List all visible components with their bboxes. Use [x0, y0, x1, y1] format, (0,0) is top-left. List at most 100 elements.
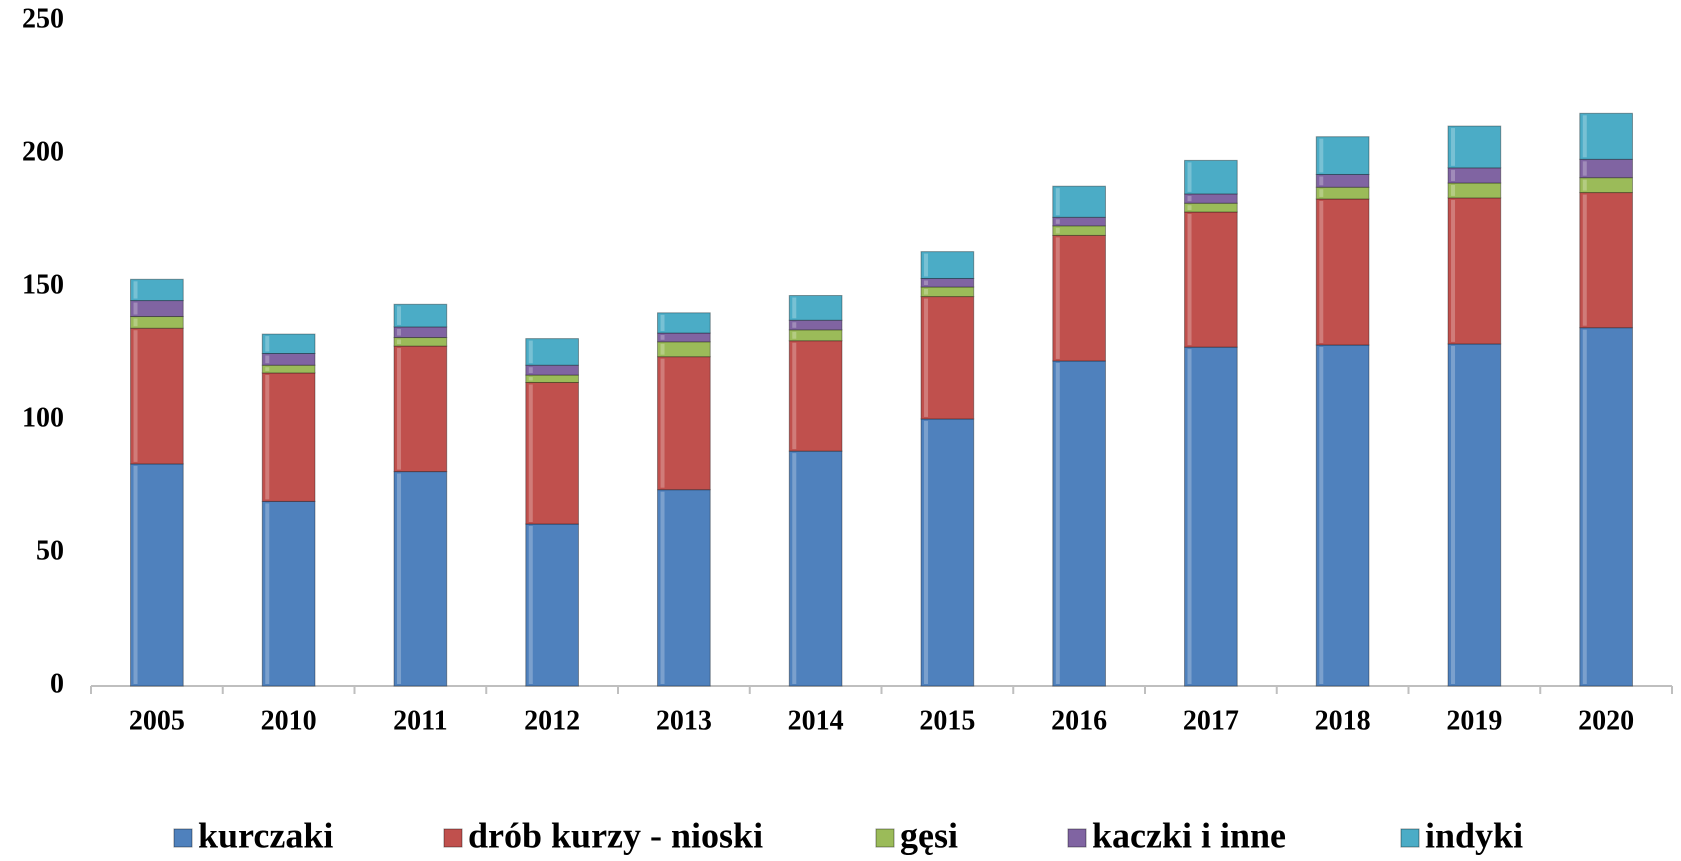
legend-label: indyki [1425, 815, 1523, 855]
bar-highlight [133, 302, 138, 315]
bar-segment [261, 500, 316, 687]
bar-segment [393, 471, 448, 687]
bar-highlight [660, 491, 665, 684]
bar-segment [261, 333, 316, 354]
bar-segment [1315, 344, 1370, 687]
bar-highlight [1055, 219, 1060, 224]
bar-highlight [1451, 169, 1456, 181]
y-tick-label: 100 [22, 402, 64, 433]
bar-segment [657, 489, 711, 687]
bar-segment [1579, 158, 1633, 179]
bar-highlight [528, 526, 533, 684]
bar-segment [1184, 193, 1238, 204]
bar-highlight [528, 377, 533, 381]
bar-highlight [528, 340, 533, 364]
bar-segment [920, 418, 975, 687]
bar-segment [393, 345, 448, 473]
bar-highlight [397, 473, 402, 684]
bar-segment [1447, 343, 1502, 687]
bar-highlight [792, 297, 797, 319]
bar-highlight [1319, 176, 1324, 186]
bar-highlight [924, 298, 929, 417]
bar-highlight [1319, 346, 1324, 684]
bar-segment [130, 278, 184, 302]
bar-segment [1052, 225, 1106, 236]
bar-segment [1447, 197, 1502, 345]
bar-highlight [1055, 227, 1060, 234]
bar-highlight [1582, 161, 1587, 176]
legend-label: kaczki i inne [1092, 815, 1286, 855]
bar-segment [393, 326, 448, 339]
bar-segment [920, 296, 975, 420]
x-tick-label: 2017 [1183, 705, 1239, 736]
x-tick-label: 2014 [788, 705, 844, 736]
bar-highlight [792, 322, 797, 328]
bar-segment [1315, 198, 1370, 346]
bar-highlight [1451, 345, 1456, 684]
x-tick-label: 2011 [393, 705, 447, 736]
bar-segment [1184, 346, 1238, 687]
bar-segment [525, 364, 579, 376]
x-tick-label: 2010 [261, 705, 317, 736]
bar-segment [657, 356, 711, 491]
bar-segment [1052, 216, 1106, 227]
bar-highlight [265, 336, 270, 352]
bar-segment [788, 329, 843, 342]
bar-segment [261, 364, 316, 374]
bar-segment [920, 286, 975, 298]
bar-segment [1447, 125, 1502, 169]
bar-segment [130, 327, 184, 465]
bar-highlight [1582, 179, 1587, 191]
bar-highlight [133, 318, 138, 327]
bar-segment [130, 463, 184, 687]
bar-segment [920, 251, 975, 279]
bar-highlight [1055, 237, 1060, 359]
bar-segment [1184, 159, 1238, 195]
x-tick-label: 2013 [656, 705, 712, 736]
bar-segment [920, 277, 975, 288]
bar-highlight [133, 281, 138, 299]
bar-highlight [1451, 184, 1456, 196]
bar-highlight [1451, 128, 1456, 166]
bar-segment [1579, 112, 1633, 160]
bar-segment [657, 332, 711, 343]
bar-highlight [1187, 213, 1192, 346]
bar-highlight [1187, 162, 1192, 192]
bar-highlight [265, 503, 270, 684]
bar-highlight [265, 355, 270, 364]
bar-segment [1579, 192, 1633, 329]
bar-segment [1579, 327, 1633, 687]
bar-segment [788, 319, 843, 331]
bar-highlight [1582, 115, 1587, 158]
bar-segment [525, 381, 579, 525]
x-tick-label: 2016 [1051, 705, 1107, 736]
bar-highlight [1187, 195, 1192, 202]
bar-highlight [1582, 194, 1587, 326]
y-tick-label: 200 [22, 136, 64, 167]
bar-highlight [924, 289, 929, 295]
bar-highlight [1582, 329, 1587, 684]
legend-label: kurczaki [198, 815, 333, 855]
bar-highlight [1319, 200, 1324, 343]
legend-swatch [875, 828, 895, 848]
bar-segment [1052, 360, 1106, 687]
bar-highlight [1451, 199, 1456, 342]
bar-segment [788, 450, 843, 687]
bar-segment [393, 337, 448, 347]
bar-segment [1315, 173, 1370, 188]
bar-highlight [397, 348, 402, 470]
y-tick-label: 0 [50, 668, 64, 699]
bar-highlight [924, 420, 929, 684]
bar-highlight [792, 331, 797, 339]
bar-segment [657, 341, 711, 358]
x-tick-label: 2012 [524, 705, 580, 736]
bar-segment [130, 300, 184, 318]
legend-swatch [1400, 828, 1420, 848]
bar-segment [788, 295, 843, 321]
bar-segment [1184, 202, 1238, 213]
bar-segment [525, 523, 579, 687]
bar-segment [1184, 211, 1238, 348]
x-tick-label: 2005 [129, 705, 185, 736]
bar-segment [1447, 167, 1502, 184]
legend-swatch [173, 828, 193, 848]
